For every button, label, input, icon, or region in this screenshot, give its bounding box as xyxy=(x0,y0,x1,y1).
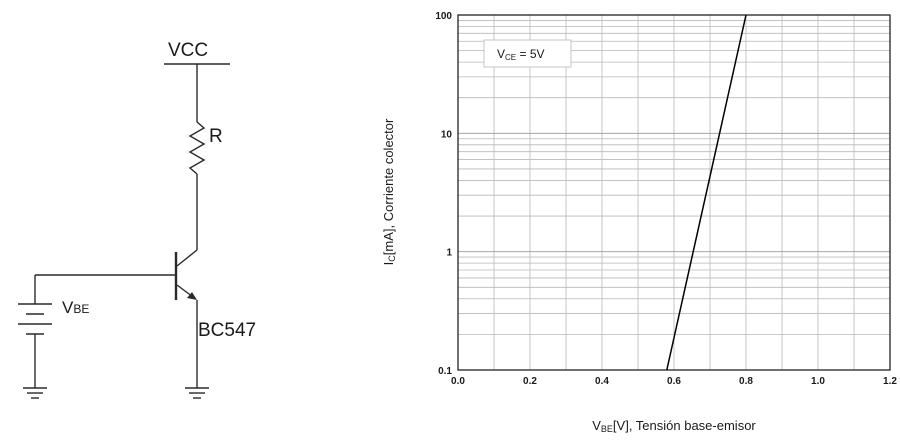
battery-symbol xyxy=(18,303,52,335)
chart-ticks: 0.0 0.2 0.4 0.6 0.8 1.0 1.2 0.1 1 10 100 xyxy=(435,11,897,387)
annotation-box: VCE = 5V xyxy=(483,39,572,68)
y-tick-label: 1 xyxy=(446,248,452,259)
resistor xyxy=(188,121,206,175)
transistor-label: BC547 xyxy=(198,320,256,341)
series-line xyxy=(666,14,747,371)
x-tick-label: 0.4 xyxy=(595,376,609,387)
y-tick-label: 10 xyxy=(441,129,453,140)
y-tick-label: 100 xyxy=(435,11,452,22)
emitter-arrow xyxy=(187,292,197,300)
x-tick-label: 1.2 xyxy=(883,376,897,387)
y-tick-label: 0.1 xyxy=(438,366,452,377)
x-axis-label: VBE[V], Tensión base-emisor xyxy=(592,418,756,434)
x-tick-label: 0.0 xyxy=(451,376,465,387)
emitter-ground-symbol xyxy=(185,387,209,399)
x-tick-label: 0.6 xyxy=(667,376,681,387)
chart-series xyxy=(666,14,747,371)
resistor-label: R xyxy=(209,126,223,147)
x-tick-label: 0.8 xyxy=(739,376,753,387)
x-tick-label: 1.0 xyxy=(811,376,825,387)
vbe-label: VBE xyxy=(62,298,89,317)
circuit-diagram: VCC R BC547 VBE xyxy=(18,40,256,399)
battery-ground-symbol xyxy=(23,387,47,399)
annotation-text: VCE = 5V xyxy=(497,47,545,62)
x-tick-label: 0.2 xyxy=(523,376,537,387)
y-axis-label: IC[mA], Corriente colector xyxy=(381,118,397,265)
collector-lead xyxy=(176,249,198,267)
chart-grid xyxy=(458,15,890,370)
vcc-label: VCC xyxy=(168,40,208,61)
chart-frame xyxy=(457,14,891,371)
